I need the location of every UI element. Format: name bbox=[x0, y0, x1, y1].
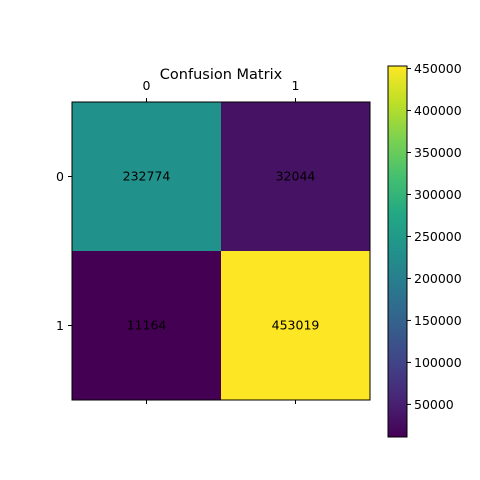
colorbar-tick-label-2: 150000 bbox=[414, 313, 462, 328]
colorbar-tick-label-6: 350000 bbox=[414, 145, 462, 160]
colorbar: 50000 100000 150000 200000 250000 300000 35000… bbox=[387, 61, 462, 438]
heatmap-frame bbox=[71, 101, 371, 401]
cell-value-label-1-1: 453019 bbox=[272, 318, 320, 333]
colorbar-tick-label-8: 450000 bbox=[414, 61, 462, 76]
cell-value-label-0-0: 232774 bbox=[123, 169, 171, 184]
colorbar-gradient bbox=[388, 66, 407, 437]
y-tick-label-0: 0 bbox=[56, 169, 64, 184]
y-axis-ticks: 01 bbox=[56, 169, 72, 333]
cell-value-label-1-0: 11164 bbox=[127, 318, 167, 333]
cell-value-label-0-1: 32044 bbox=[276, 169, 316, 184]
colorbar-tick-label-3: 200000 bbox=[414, 271, 462, 286]
y-tick-label-1: 1 bbox=[56, 318, 64, 333]
colorbar-tick-label-5: 300000 bbox=[414, 187, 462, 202]
heatmap-cell-0-1 bbox=[221, 102, 371, 252]
x-tick-label-0: 0 bbox=[143, 78, 151, 93]
colorbar-frame bbox=[387, 65, 408, 438]
colorbar-tick-label-1: 100000 bbox=[414, 355, 462, 370]
heatmap-cell-0-0 bbox=[72, 102, 222, 252]
colorbar-tick-label-4: 250000 bbox=[414, 229, 462, 244]
heatmap-cells bbox=[72, 102, 371, 401]
heatmap-cell-labels: 232774 32044 11164 453019 bbox=[123, 169, 320, 333]
colorbar-ticks: 50000 100000 150000 200000 250000 300000 35000… bbox=[407, 61, 462, 412]
colorbar-tick-label-0: 50000 bbox=[414, 397, 454, 412]
x-tick-label-1: 1 bbox=[292, 78, 300, 93]
colorbar-tick-label-7: 400000 bbox=[414, 103, 462, 118]
chart-title: Confusion Matrix bbox=[160, 67, 283, 83]
heatmap-cell-1-1 bbox=[221, 251, 371, 401]
heatmap-cell-1-0 bbox=[72, 251, 222, 401]
